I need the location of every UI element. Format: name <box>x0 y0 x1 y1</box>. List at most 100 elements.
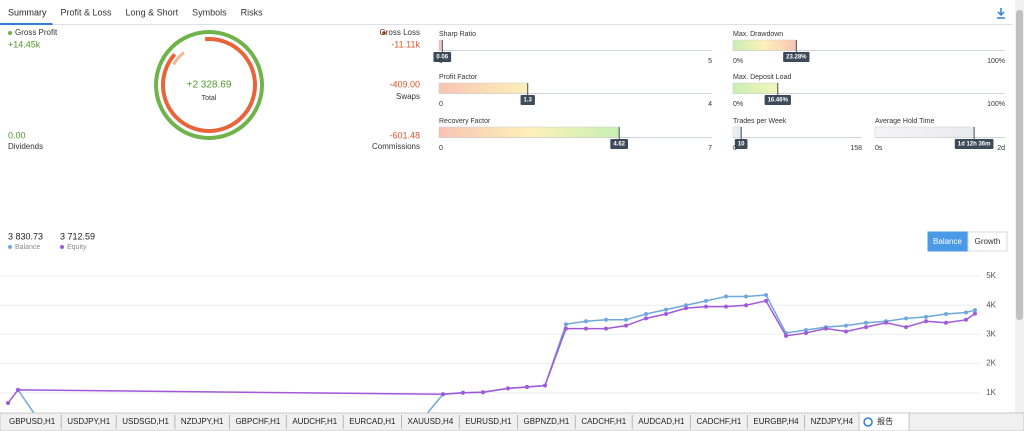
series-point <box>844 323 848 328</box>
bottom-tab[interactable]: NZDJPY,H4 <box>811 417 854 426</box>
tab-underline <box>0 23 53 25</box>
bottom-tab[interactable]: XAUUSD,H4 <box>407 417 453 426</box>
series-point <box>461 390 465 395</box>
toggle-button[interactable] <box>927 231 968 252</box>
series-point <box>704 298 708 303</box>
label: Swaps <box>396 92 420 101</box>
tab[interactable]: Summary <box>8 7 47 17</box>
tab[interactable]: Symbols <box>192 7 227 17</box>
bottom-tab[interactable]: EURCAD,H1 <box>349 417 396 426</box>
bottom-tab[interactable]: CADCHF,H1 <box>696 417 741 426</box>
bottom-tab[interactable]: GBPNZD,H1 <box>524 417 570 426</box>
metric-max: 7 <box>708 145 712 152</box>
series-point <box>684 306 688 311</box>
series-point <box>604 317 608 322</box>
series-point <box>543 383 547 388</box>
y-tick-label: 1K <box>986 388 996 397</box>
bottom-tab[interactable]: AUDCHF,H1 <box>292 417 337 426</box>
metric-max: 100% <box>987 101 1005 108</box>
metric-value-box <box>433 52 452 62</box>
series-point <box>764 292 768 297</box>
value: -11.11k <box>391 39 420 49</box>
total-label: Total <box>202 95 217 102</box>
series-point <box>924 319 928 324</box>
bottom-tab[interactable]: NZDJPY,H1 <box>181 417 224 426</box>
series-point <box>604 326 608 331</box>
bottom-tab[interactable]: 报告 <box>877 416 893 426</box>
bottom-tab[interactable]: GBPUSD,H1 <box>9 417 56 426</box>
tab[interactable]: Long & Short <box>126 7 179 17</box>
bottom-tab[interactable]: EURUSD,H1 <box>465 417 512 426</box>
profit-ring <box>154 30 264 140</box>
metric-value-box <box>734 139 748 149</box>
toggle-label[interactable]: Balance <box>933 237 962 246</box>
tab[interactable]: Risks <box>241 7 263 17</box>
bottom-tab[interactable]: USDJPY,H1 <box>67 417 111 426</box>
legend-dot <box>60 245 64 249</box>
series-point <box>724 304 728 309</box>
series-point <box>16 387 20 392</box>
tab[interactable]: Profit & Loss <box>61 7 113 17</box>
metric-min: 0 <box>439 145 443 152</box>
series-point <box>564 326 568 331</box>
metric-fill <box>874 126 975 138</box>
legend-name: Equity <box>67 244 87 251</box>
tab-icon <box>863 417 873 427</box>
download-icon[interactable] <box>997 8 1005 19</box>
bottom-tab[interactable]: GBPCHF,H1 <box>235 417 280 426</box>
series-point <box>704 304 708 309</box>
toggle-button[interactable] <box>967 231 1008 252</box>
series-point <box>904 316 908 321</box>
series-point <box>964 310 968 315</box>
metric-fill <box>732 39 797 51</box>
metric-min: 0% <box>733 58 743 65</box>
series-point <box>904 325 908 330</box>
legend-value: 3 712.59 <box>60 231 95 241</box>
metric-max: 4 <box>708 101 712 108</box>
metric-label: Average Hold Time <box>875 118 935 125</box>
profit-dot <box>8 31 12 35</box>
series-point <box>824 326 828 331</box>
metric-value-box <box>783 52 810 62</box>
metric-fill <box>438 82 528 94</box>
bottom-tab[interactable]: CADCHF,H1 <box>581 417 626 426</box>
metric-value: 10 <box>738 142 745 148</box>
plot-area <box>6 292 977 413</box>
metric-value: 1.3 <box>524 98 533 104</box>
legend-value: 3 830.73 <box>8 231 43 241</box>
metric-value: 1d 12h 36m <box>958 142 991 148</box>
series-point <box>506 386 510 391</box>
metric-max: 158 <box>850 145 862 152</box>
toggle-label[interactable]: Growth <box>975 237 1001 246</box>
metric-min: 0% <box>733 101 743 108</box>
bottom-tab[interactable]: USDSGD,H1 <box>122 417 169 426</box>
bottom-tab[interactable]: AUDCAD,H1 <box>638 417 685 426</box>
metric-label: Sharp Ratio <box>439 31 476 38</box>
series-point <box>584 319 588 324</box>
active-tab <box>858 412 910 431</box>
metric-label: Max. Drawdown <box>733 31 783 38</box>
series-point <box>644 316 648 321</box>
metric-fill <box>732 82 779 94</box>
y-tick-label: 5K <box>986 271 996 280</box>
metric-max: 100% <box>987 58 1005 65</box>
series-point <box>864 320 868 325</box>
series-point <box>844 329 848 334</box>
metric-max: 2d <box>997 145 1005 152</box>
series-point <box>973 311 977 316</box>
metric-fill <box>732 126 742 138</box>
scrollbar-thumb[interactable] <box>1016 10 1023 320</box>
metric-min: 0 <box>439 101 443 108</box>
series-point <box>964 317 968 322</box>
bottom-tab[interactable]: EURGBP,H4 <box>753 417 799 426</box>
series-point <box>664 307 668 312</box>
metric-min: 0s <box>875 145 883 152</box>
series-point <box>973 308 977 313</box>
y-tick-label: 4K <box>986 300 996 309</box>
legend-name: Balance <box>15 244 40 251</box>
series-point <box>6 401 10 406</box>
series-point <box>624 323 628 328</box>
series-point <box>944 311 948 316</box>
metric-value: 4.62 <box>613 142 625 148</box>
